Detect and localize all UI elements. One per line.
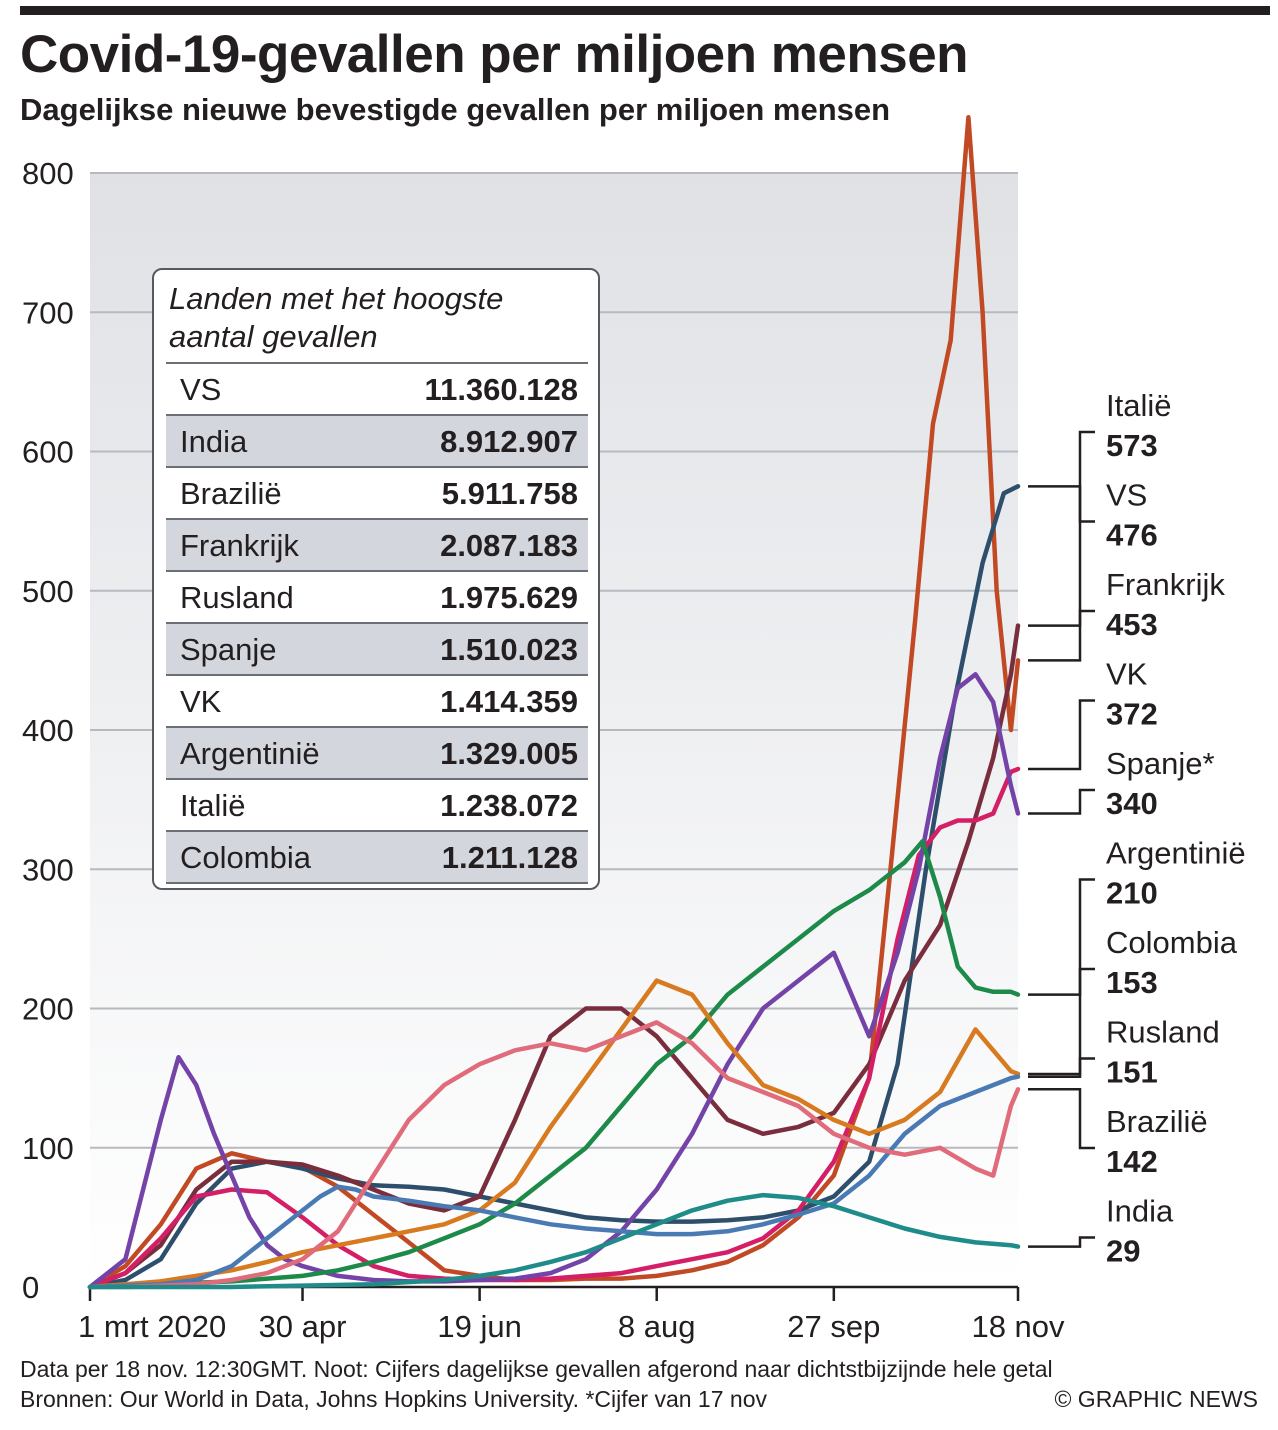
end-label-name: Brazilië <box>1106 1104 1208 1139</box>
table-row: Spanje 1.510.023 <box>166 624 588 676</box>
y-tick-label: 700 <box>22 295 74 330</box>
table-row: India 8.912.907 <box>166 416 588 468</box>
country-name: Rusland <box>180 580 294 615</box>
end-label-value: 573 <box>1106 428 1158 463</box>
series-line-spanje <box>87 672 1021 1290</box>
x-tick-label: 1 mrt 2020 <box>78 1309 226 1344</box>
end-label-value: 29 <box>1106 1234 1140 1269</box>
series-line-vs <box>87 484 1021 1290</box>
x-tick-label: 18 nov <box>971 1309 1065 1344</box>
end-label-name: Colombia <box>1106 925 1238 960</box>
connector-italië <box>1028 430 1095 662</box>
table-row: VS 11.360.128 <box>166 364 588 416</box>
table-title: Landen met het hoogste aantal gevallen <box>169 280 503 356</box>
table-row: Italië 1.238.072 <box>166 780 588 832</box>
table-row: Colombia 1.211.128 <box>166 832 588 884</box>
x-tick-label: 19 jun <box>437 1309 521 1344</box>
table-row: Argentinië 1.329.005 <box>166 728 588 780</box>
connector-rusland <box>1028 1057 1095 1078</box>
table-row: Rusland 1.975.629 <box>166 572 588 624</box>
end-label-name: Frankrijk <box>1106 567 1225 602</box>
case-count: 1.510.023 <box>440 632 578 667</box>
footnote: Data per 18 nov. 12:30GMT. Noot: Cijfers… <box>20 1356 1053 1382</box>
connector-vk <box>1028 699 1095 771</box>
connector-frankrijk <box>1028 609 1095 627</box>
case-count: 11.360.128 <box>424 372 578 407</box>
y-tick-label: 0 <box>22 1270 39 1305</box>
page-subtitle: Dagelijkse nieuwe bevestigde gevallen pe… <box>20 92 891 127</box>
series-line-india <box>87 1192 1021 1290</box>
x-tick-label: 30 apr <box>259 1309 347 1344</box>
end-label-name: India <box>1106 1194 1174 1229</box>
case-count: 1.211.128 <box>441 840 578 875</box>
country-name: India <box>180 424 248 459</box>
x-tick-label: 8 aug <box>618 1309 696 1344</box>
end-label-value: 372 <box>1106 697 1158 732</box>
case-count: 1.414.359 <box>440 684 578 719</box>
sources: Bronnen: Our World in Data, Johns Hopkin… <box>20 1386 767 1412</box>
connector-india <box>1028 1236 1095 1248</box>
y-tick-label: 100 <box>22 1131 74 1166</box>
end-label-name: Rusland <box>1106 1015 1220 1050</box>
series-line-argentinië <box>87 839 1021 1290</box>
end-label-name: Argentinië <box>1106 836 1246 871</box>
end-label-value: 151 <box>1106 1055 1158 1090</box>
series-line-brazilië <box>87 1020 1021 1290</box>
axes: 0 100 200 300 400 500 600 700 800 1 mrt 2020 30 ap… <box>22 156 1065 1344</box>
case-count: 1.329.005 <box>440 736 578 771</box>
end-label-value: 476 <box>1106 518 1158 553</box>
end-label-name: Spanje* <box>1106 746 1215 781</box>
series-line-rusland <box>87 1074 1021 1290</box>
end-label-value: 340 <box>1106 786 1158 821</box>
table-title-line2: aantal gevallen <box>169 319 378 354</box>
end-labels: Italië 573 VS 476 Frankrijk 453 VK 372 Spanje* 34… <box>1028 388 1246 1269</box>
table-row: VK 1.414.359 <box>166 676 588 728</box>
country-name: Brazilië <box>180 476 282 511</box>
case-count: 1.975.629 <box>440 580 578 615</box>
case-count: 8.912.907 <box>440 424 578 459</box>
end-label-value: 153 <box>1106 965 1158 1000</box>
series-line-colombia <box>87 978 1021 1290</box>
end-label-value: 210 <box>1106 876 1158 911</box>
top-rule <box>20 6 1270 15</box>
end-label-name: Italië <box>1106 388 1171 423</box>
case-count: 2.087.183 <box>440 528 578 563</box>
connector-argentinië <box>1028 878 1095 996</box>
country-name: VK <box>180 684 222 719</box>
connector-brazilië <box>1028 1088 1095 1150</box>
credit: © GRAPHIC NEWS <box>1054 1386 1258 1412</box>
end-label-name: VK <box>1106 657 1148 692</box>
connector-colombia <box>1028 967 1095 1076</box>
country-name: VS <box>180 372 222 407</box>
table-rows: VS 11.360.128 India 8.912.907 Brazilië 5.91… <box>166 362 588 884</box>
page-title: Covid-19-gevallen per miljoen mensen <box>20 25 969 84</box>
y-tick-label: 400 <box>22 713 74 748</box>
case-count: 5.911.758 <box>441 476 578 511</box>
country-name: Italië <box>180 788 246 823</box>
end-label-value: 453 <box>1106 607 1158 642</box>
y-tick-label: 300 <box>22 852 74 887</box>
country-name: Spanje <box>180 632 277 667</box>
series-line-frankrijk <box>87 623 1021 1290</box>
connector-spanje <box>1028 788 1095 815</box>
series-lines <box>87 115 1021 1290</box>
y-tick-label: 800 <box>22 156 74 191</box>
case-count: 1.238.072 <box>440 788 578 823</box>
end-label-value: 142 <box>1106 1144 1158 1179</box>
country-name: Frankrijk <box>180 528 299 563</box>
series-line-vk <box>87 766 1021 1290</box>
country-name: Colombia <box>180 840 311 875</box>
y-tick-label: 600 <box>22 435 74 470</box>
table-title-line1: Landen met het hoogste <box>169 281 504 316</box>
end-label-name: VS <box>1106 478 1147 513</box>
y-tick-label: 200 <box>22 992 74 1027</box>
country-name: Argentinië <box>180 736 320 771</box>
connector-vs <box>1028 485 1095 523</box>
y-tick-label: 500 <box>22 574 74 609</box>
table-row: Brazilië 5.911.758 <box>166 468 588 520</box>
x-tick-label: 27 sep <box>787 1309 880 1344</box>
table-row: Frankrijk 2.087.183 <box>166 520 588 572</box>
top-countries-table: Landen met het hoogste aantal gevallen V… <box>152 268 600 890</box>
